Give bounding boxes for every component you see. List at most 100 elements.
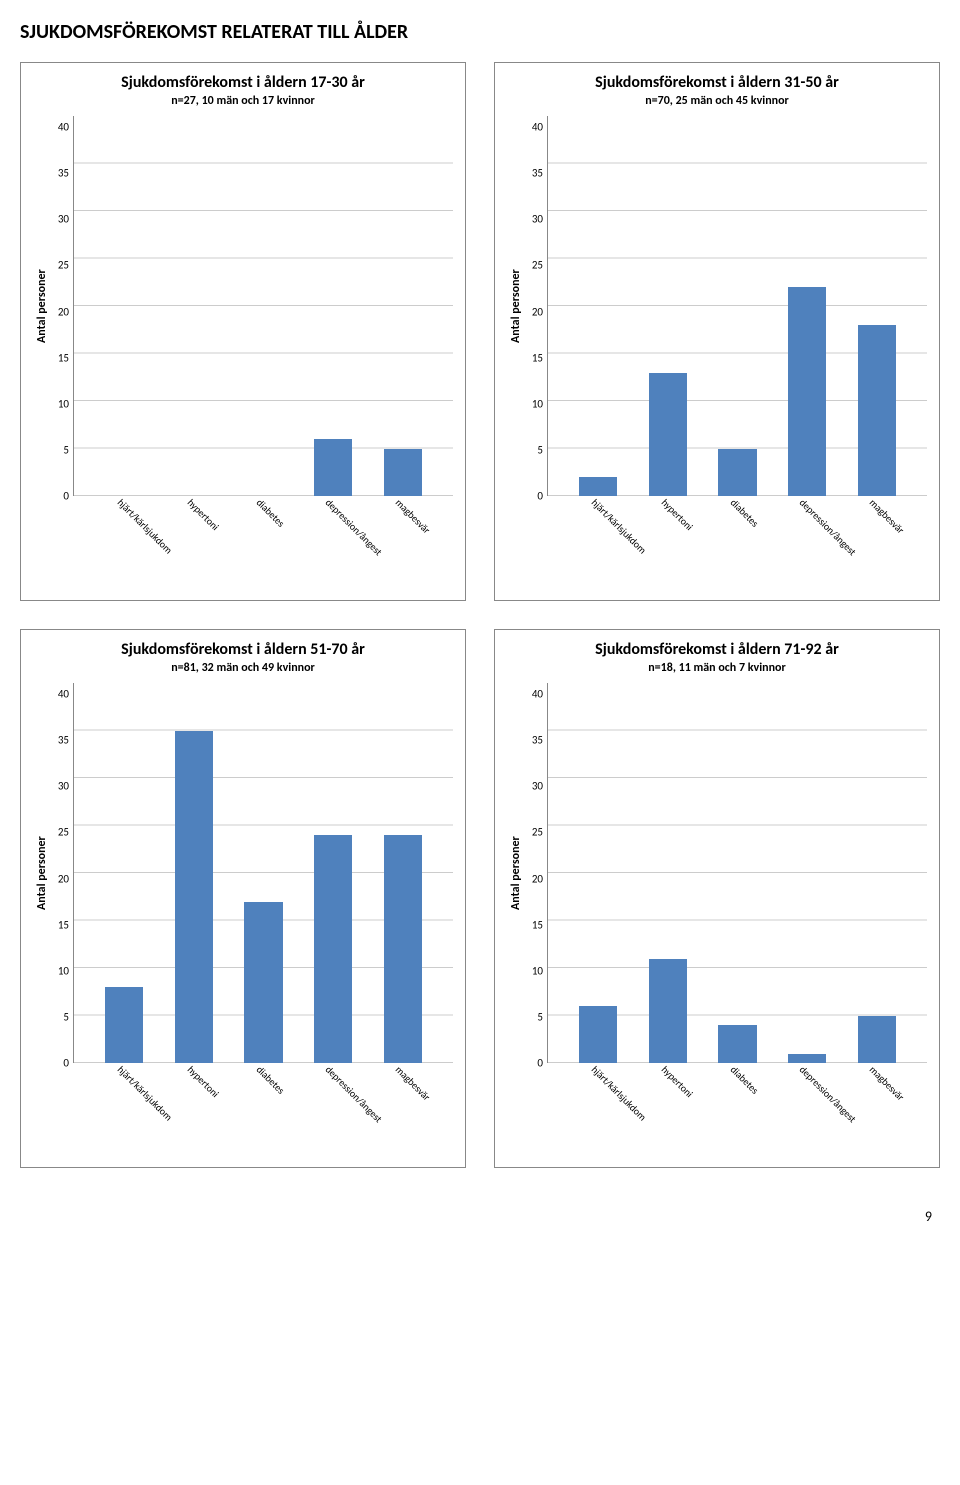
y-tick-label: 30 [525, 214, 543, 225]
x-tick-label: depression/ångest [797, 496, 859, 558]
y-axis-ticks: 0510152025303540 [51, 116, 73, 496]
x-tick-label: hypertoni [185, 496, 222, 533]
y-tick-label: 30 [51, 781, 69, 792]
y-tick-label: 15 [525, 352, 543, 363]
x-tick-label: diabetes [728, 496, 762, 530]
y-tick-label: 10 [51, 965, 69, 976]
bar [579, 477, 617, 496]
y-axis-ticks: 0510152025303540 [525, 116, 547, 496]
x-tick-label: magbesvär [392, 496, 432, 536]
x-axis-ticks: hjärt/kärlsjukdom hypertoni diabetes depres… [73, 1063, 453, 1153]
y-tick-label: 0 [525, 491, 543, 502]
y-tick-label: 20 [51, 873, 69, 884]
y-tick-label: 0 [525, 1058, 543, 1069]
y-tick-label: 35 [525, 735, 543, 746]
bar [384, 449, 422, 497]
y-axis-ticks: 0510152025303540 [525, 683, 547, 1063]
y-tick-label: 40 [525, 689, 543, 700]
bar [788, 287, 826, 496]
y-tick-label: 40 [525, 122, 543, 133]
y-tick-label: 30 [525, 781, 543, 792]
chart-subtitle: n=18, 11 män och 7 kvinnor [507, 661, 927, 675]
y-tick-label: 20 [51, 306, 69, 317]
bar [858, 325, 896, 496]
bar [649, 373, 687, 497]
chart-subtitle: n=81, 32 män och 49 kvinnor [33, 661, 453, 675]
bar [314, 835, 352, 1063]
chart-title: Sjukdomsförekomst i åldern 17-30 år [33, 73, 453, 92]
x-axis-ticks: hjärt/kärlsjukdom hypertoni diabetes depres… [547, 496, 927, 586]
bar [718, 1025, 756, 1063]
bar [649, 959, 687, 1064]
bar [788, 1054, 826, 1064]
chart-panel: Sjukdomsförekomst i åldern 71-92 år n=18,… [494, 629, 940, 1168]
y-tick-label: 0 [51, 1058, 69, 1069]
x-tick-label: hypertoni [659, 496, 696, 533]
x-tick-label: depression/ångest [323, 496, 385, 558]
page-title: SJUKDOMSFÖREKOMST RELATERAT TILL ÅLDER [20, 20, 940, 44]
y-tick-label: 5 [525, 444, 543, 455]
x-tick-label: depression/ångest [797, 1063, 859, 1125]
y-axis-label: Antal personer [507, 116, 525, 496]
y-tick-label: 10 [525, 965, 543, 976]
chart-panel: Sjukdomsförekomst i åldern 31-50 år n=70,… [494, 62, 940, 601]
x-tick-label: diabetes [254, 496, 288, 530]
x-tick-label: hjärt/kärlsjukdom [115, 1063, 175, 1123]
y-tick-label: 25 [51, 260, 69, 271]
y-tick-label: 10 [525, 398, 543, 409]
plot-area [73, 116, 453, 496]
plot-area [547, 116, 927, 496]
chart-title: Sjukdomsförekomst i åldern 31-50 år [507, 73, 927, 92]
page-number: 9 [20, 1208, 940, 1225]
x-tick-label: magbesvär [866, 1063, 906, 1103]
y-tick-label: 30 [51, 214, 69, 225]
y-tick-label: 20 [525, 306, 543, 317]
x-tick-label: hjärt/kärlsjukdom [115, 496, 175, 556]
x-tick-label: depression/ångest [323, 1063, 385, 1125]
x-tick-label: magbesvär [392, 1063, 432, 1103]
chart-title: Sjukdomsförekomst i åldern 51-70 år [33, 640, 453, 659]
x-tick-label: hypertoni [185, 1063, 222, 1100]
y-tick-label: 40 [51, 122, 69, 133]
chart-subtitle: n=70, 25 män och 45 kvinnor [507, 94, 927, 108]
x-tick-label: hjärt/kärlsjukdom [589, 496, 649, 556]
y-tick-label: 5 [51, 444, 69, 455]
x-tick-label: hjärt/kärlsjukdom [589, 1063, 649, 1123]
y-axis-label: Antal personer [33, 116, 51, 496]
x-axis-ticks: hjärt/kärlsjukdom hypertoni diabetes depres… [73, 496, 453, 586]
chart-title: Sjukdomsförekomst i åldern 71-92 år [507, 640, 927, 659]
y-tick-label: 10 [51, 398, 69, 409]
bar [579, 1006, 617, 1063]
y-tick-label: 15 [525, 919, 543, 930]
y-tick-label: 40 [51, 689, 69, 700]
bar [718, 449, 756, 497]
y-tick-label: 0 [51, 491, 69, 502]
y-tick-label: 15 [51, 352, 69, 363]
bar [314, 439, 352, 496]
x-tick-label: magbesvär [866, 496, 906, 536]
y-axis-ticks: 0510152025303540 [51, 683, 73, 1063]
y-tick-label: 35 [51, 168, 69, 179]
y-axis-label: Antal personer [33, 683, 51, 1063]
y-tick-label: 20 [525, 873, 543, 884]
bar [105, 987, 143, 1063]
y-tick-label: 25 [525, 827, 543, 838]
y-axis-label: Antal personer [507, 683, 525, 1063]
y-tick-label: 25 [51, 827, 69, 838]
y-tick-label: 5 [525, 1011, 543, 1022]
bar [858, 1016, 896, 1064]
chart-panel: Sjukdomsförekomst i åldern 51-70 år n=81,… [20, 629, 466, 1168]
chart-panel: Sjukdomsförekomst i åldern 17-30 år n=27,… [20, 62, 466, 601]
plot-area [73, 683, 453, 1063]
bar [384, 835, 422, 1063]
y-tick-label: 35 [51, 735, 69, 746]
bar [175, 731, 213, 1064]
y-tick-label: 5 [51, 1011, 69, 1022]
plot-area [547, 683, 927, 1063]
y-tick-label: 15 [51, 919, 69, 930]
chart-subtitle: n=27, 10 män och 17 kvinnor [33, 94, 453, 108]
x-tick-label: diabetes [728, 1063, 762, 1097]
x-axis-ticks: hjärt/kärlsjukdomhypertonidiabetesdepres… [547, 1063, 927, 1153]
y-tick-label: 25 [525, 260, 543, 271]
x-tick-label: diabetes [254, 1063, 288, 1097]
